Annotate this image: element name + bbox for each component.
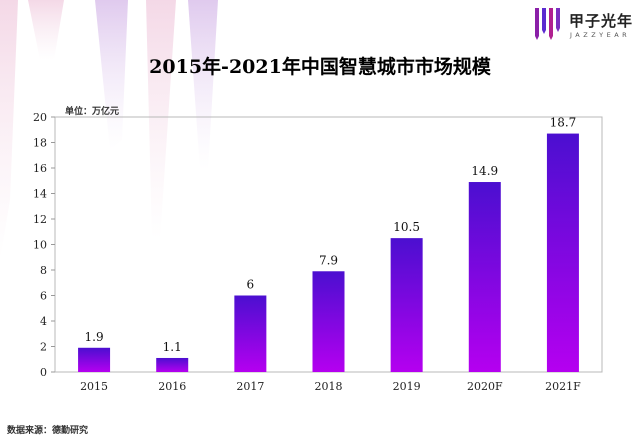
x-tick-label-2021F: 2021F xyxy=(545,380,581,393)
decor-streak xyxy=(95,0,128,150)
y-tick-label: 10 xyxy=(33,239,47,252)
value-label-2017: 6 xyxy=(247,278,255,292)
y-axis-ticks: 0 2 4 6 8 10 12 14 16 18 20 xyxy=(33,111,55,379)
value-label-2019: 10.5 xyxy=(393,220,420,234)
value-label-2021F: 18.7 xyxy=(550,116,577,130)
bar-2016 xyxy=(156,357,189,372)
brand-name-cn: 甲子光年 xyxy=(569,12,634,30)
bar-2015 xyxy=(78,347,111,372)
brand-logo: 甲子光年 JAZZYEAR xyxy=(533,6,640,46)
value-label-2020F: 14.9 xyxy=(471,164,498,178)
data-labels: 1.9 1.1 6 7.9 10.5 14.9 18.7 xyxy=(85,116,577,354)
decor-streak xyxy=(146,0,176,240)
decor-streak xyxy=(0,0,18,260)
bar-2021F xyxy=(546,133,579,372)
decor-streak xyxy=(188,0,218,170)
value-label-2018: 7.9 xyxy=(319,253,338,267)
y-tick-label: 16 xyxy=(33,162,47,175)
x-axis-ticks: 2015 2016 2017 2018 2019 2020F 2021F xyxy=(80,380,581,393)
y-tick-label: 4 xyxy=(40,315,47,328)
unit-label: 单位：万亿元 xyxy=(65,107,120,117)
jazzyear-logo-icon xyxy=(535,8,560,40)
x-tick-label-2019: 2019 xyxy=(393,380,421,393)
value-label-2016: 1.1 xyxy=(163,340,182,354)
bar-2017 xyxy=(234,295,267,372)
x-tick-label-2020F: 2020F xyxy=(467,380,503,393)
y-tick-label: 2 xyxy=(40,341,47,354)
y-tick-label: 6 xyxy=(40,290,47,303)
value-label-2015: 1.9 xyxy=(85,330,104,344)
chart-title: 2015年-2021年中国智慧城市市场规模 xyxy=(149,56,491,78)
y-tick-label: 12 xyxy=(33,213,47,226)
x-tick-label-2017: 2017 xyxy=(236,380,264,393)
x-tick-label-2015: 2015 xyxy=(80,380,108,393)
bar-2020F xyxy=(468,182,501,372)
x-tick-label-2016: 2016 xyxy=(158,380,186,393)
bar-2018 xyxy=(312,271,345,372)
decor-streak xyxy=(28,0,64,60)
y-tick-label: 0 xyxy=(40,366,47,379)
y-tick-label: 14 xyxy=(33,188,47,201)
bar-2019 xyxy=(390,238,423,372)
x-tick-label-2018: 2018 xyxy=(315,380,343,393)
y-tick-label: 20 xyxy=(33,111,47,124)
y-tick-label: 8 xyxy=(40,264,47,277)
brand-name-en: JAZZYEAR xyxy=(570,31,631,39)
y-tick-label: 18 xyxy=(33,137,47,150)
bar-series xyxy=(78,133,579,372)
source-note: 数据来源：德勤研究 xyxy=(7,426,89,436)
